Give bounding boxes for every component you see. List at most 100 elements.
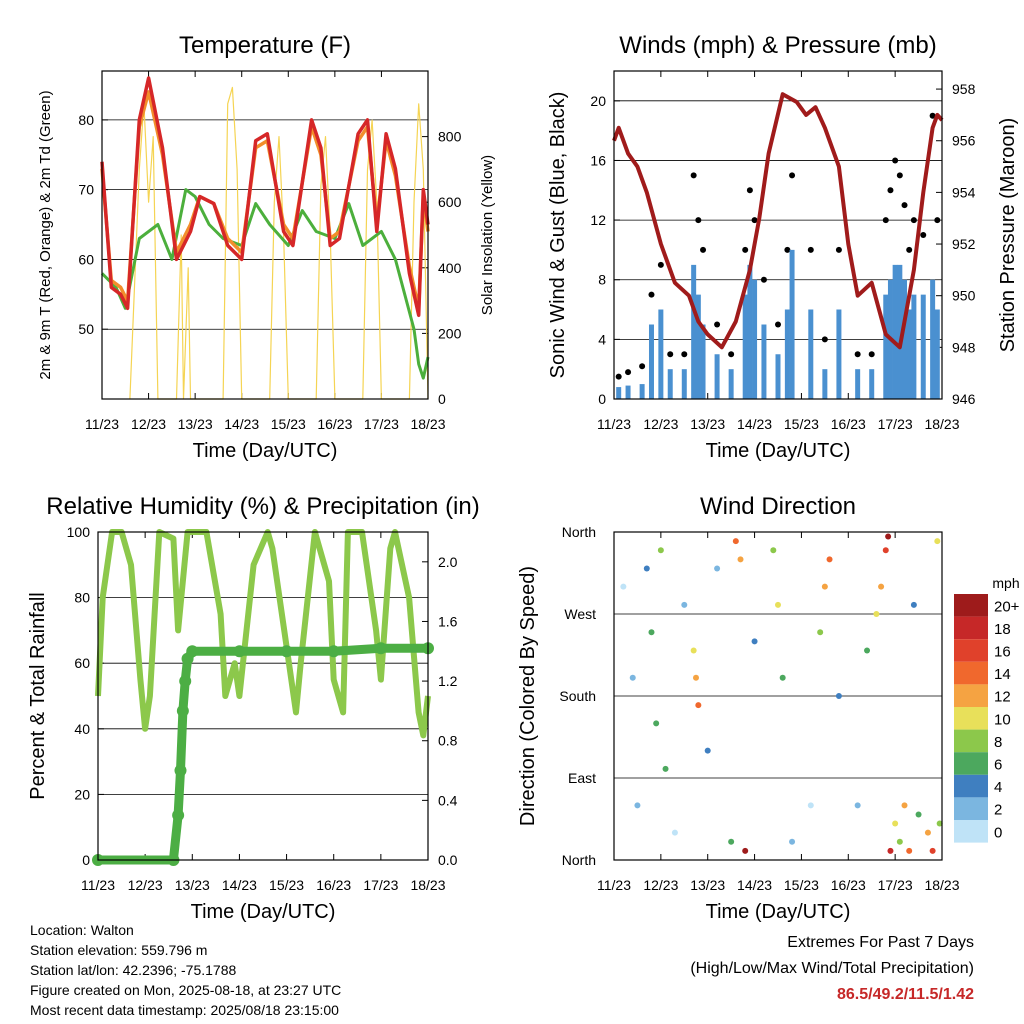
panel4-xlabel: Time (Day/UTC) (706, 901, 851, 923)
y-tick-label: South (559, 688, 596, 704)
colorbar-label: 14 (994, 666, 1011, 683)
colorbar-label: 18 (994, 621, 1011, 638)
x-tick-label: 14/23 (737, 416, 772, 432)
gust-point (700, 246, 707, 253)
precip-point (172, 809, 185, 822)
gust-point (835, 246, 842, 253)
recent-text: Most recent data timestamp: 2025/08/18 2… (30, 1002, 339, 1018)
direction-point (653, 720, 660, 727)
direction-point (896, 838, 903, 845)
location-text: Location: Walton (30, 922, 134, 938)
gust-point (910, 217, 917, 224)
x-tick-label: 18/23 (410, 416, 445, 432)
gust-point (657, 261, 664, 268)
precip-point (233, 645, 246, 658)
x-tick-label: 16/23 (831, 877, 866, 893)
colorbar-title: mph (992, 575, 1019, 591)
direction-point (690, 647, 697, 654)
colorbar-label: 2 (994, 802, 1002, 819)
x-tick-label: 17/23 (878, 416, 913, 432)
gust-point (695, 217, 702, 224)
colorbar-swatch (954, 729, 988, 753)
x-tick-label: 16/23 (317, 416, 352, 432)
y-right-tick-label: 0.8 (438, 733, 458, 749)
x-tick-label: 18/23 (924, 416, 959, 432)
x-tick-label: 11/23 (85, 416, 119, 432)
colorbar-label: 6 (994, 757, 1002, 774)
x-tick-label: 11/23 (597, 877, 631, 893)
panel1-xlabel: Time (Day/UTC) (193, 440, 338, 462)
colorbar-label: 10 (994, 711, 1011, 728)
x-tick-label: 15/23 (784, 416, 819, 432)
direction-point (934, 538, 941, 545)
direction-point (775, 601, 781, 608)
y-right-tick-label: 956 (952, 133, 976, 149)
direction-point (901, 802, 908, 809)
colorbar-swatch (954, 797, 988, 820)
panel1-ylabel: 2m & 9m T (Red, Orange) & 2m Td (Green) (37, 90, 54, 379)
y-right-tick-label: 2.0 (438, 554, 458, 570)
colorbar-swatch (954, 752, 988, 775)
colorbar-label: 4 (994, 779, 1002, 796)
direction-point (910, 601, 917, 608)
panel2-ylabel: Sonic Wind & Gust (Blue, Black) (547, 92, 569, 379)
x-tick-label: 11/23 (81, 877, 115, 893)
gust-point (892, 157, 899, 164)
y-tick-label: North (562, 524, 596, 540)
y-tick-label: 0 (82, 852, 90, 868)
x-tick-label: 11/23 (597, 416, 631, 432)
panel2-xlabel: Time (Day/UTC) (706, 440, 851, 462)
gust-point (789, 172, 796, 179)
x-tick-label: 16/23 (316, 877, 351, 893)
y-right-tick-label: 948 (952, 339, 976, 355)
y-right-tick-label: 800 (438, 129, 462, 145)
y-tick-label: North (562, 852, 596, 868)
direction-point (892, 820, 899, 827)
precip-point (176, 704, 189, 717)
y-tick-label: 0 (598, 391, 606, 407)
x-tick-label: 12/23 (131, 416, 166, 432)
created-text: Figure created on Mon, 2025-08-18, at 23… (30, 982, 342, 998)
y-tick-label: 100 (67, 524, 91, 540)
precip-point (327, 645, 340, 658)
y-tick-label: West (564, 606, 596, 622)
x-tick-label: 15/23 (271, 416, 306, 432)
direction-point (681, 601, 688, 608)
direction-point (915, 811, 922, 818)
gust-point (742, 246, 749, 253)
panel3-ylabel: Percent & Total Rainfall (27, 592, 49, 800)
direction-point (887, 847, 894, 854)
colorbar-label: 16 (994, 644, 1011, 661)
precip-point (174, 764, 187, 777)
direction-point (629, 674, 636, 681)
y-right-tick-label: 958 (952, 81, 976, 97)
y-right-tick-label: 0 (438, 391, 446, 407)
y-tick-label: 4 (598, 331, 606, 347)
direction-point (807, 802, 814, 809)
direction-point (742, 847, 749, 854)
gust-point (625, 369, 632, 376)
panel3-title: Relative Humidity (%) & Precipitation (i… (46, 493, 479, 520)
y-tick-label: 12 (590, 212, 606, 228)
y-right-tick-label: 200 (438, 325, 462, 341)
panel4-title: Wind Direction (700, 493, 856, 520)
colorbar-label: 20+ (994, 598, 1020, 615)
x-tick-label: 18/23 (410, 877, 445, 893)
gust-point (714, 321, 721, 328)
direction-point (929, 847, 936, 854)
direction-point (648, 629, 655, 636)
direction-point (779, 674, 786, 681)
direction-point (728, 838, 735, 845)
colorbar-swatch (954, 616, 988, 640)
direction-point (732, 538, 739, 545)
direction-point (657, 547, 664, 554)
gust-point (821, 336, 828, 343)
gust-point (775, 321, 781, 328)
y-right-tick-label: 1.6 (438, 613, 458, 629)
direction-point (854, 802, 861, 809)
y-tick-label: 40 (74, 721, 90, 737)
direction-point (826, 556, 833, 563)
direction-point (643, 565, 650, 572)
x-tick-label: 15/23 (269, 877, 304, 893)
